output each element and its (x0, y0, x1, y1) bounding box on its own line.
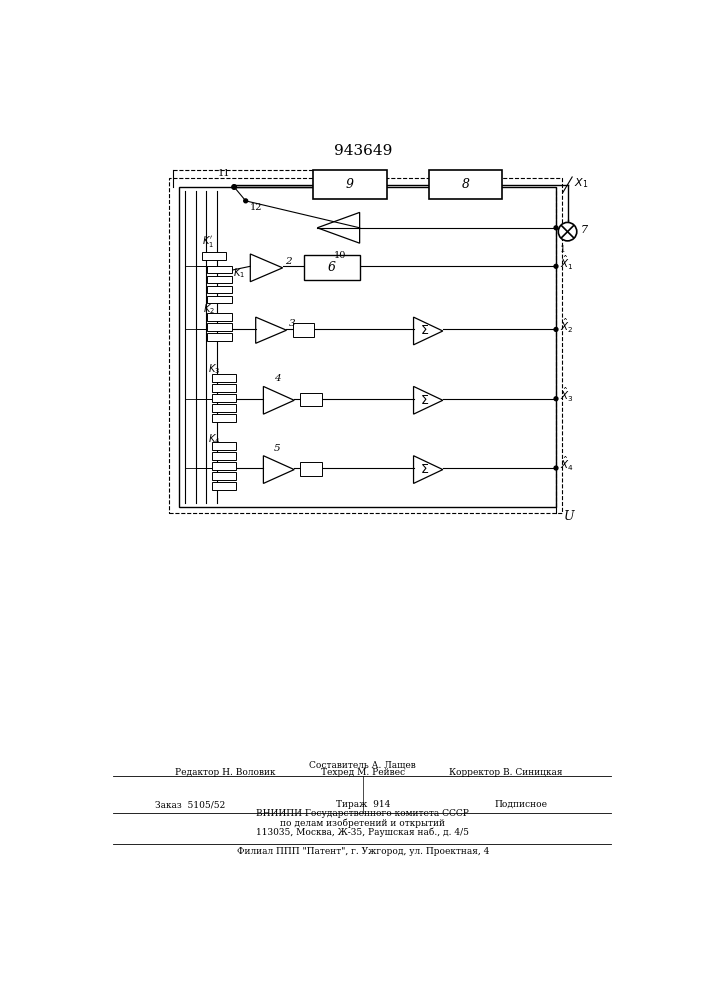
Text: $\Sigma$: $\Sigma$ (420, 394, 429, 407)
Text: по делам изобретений и открытий: по делам изобретений и открытий (280, 818, 445, 828)
Text: 5: 5 (274, 444, 281, 453)
Bar (212, 452, 236, 460)
Bar (207, 276, 232, 283)
Circle shape (554, 264, 558, 268)
Text: ВНИИПИ Государственного комитета СССР: ВНИИПИ Государственного комитета СССР (256, 809, 469, 818)
Text: 3: 3 (288, 319, 296, 328)
Text: 943649: 943649 (334, 144, 392, 158)
Text: 2: 2 (285, 257, 291, 266)
Text: 1: 1 (560, 245, 566, 254)
Circle shape (554, 466, 558, 470)
Text: $\hat{X}_4$: $\hat{X}_4$ (560, 455, 573, 473)
Bar (212, 482, 236, 490)
Bar (304, 255, 360, 280)
Bar (207, 333, 232, 341)
Text: 7: 7 (580, 225, 588, 235)
Text: Техред М. Рейвес: Техред М. Рейвес (321, 768, 405, 777)
Text: 12: 12 (250, 203, 262, 212)
Bar (429, 170, 502, 199)
Text: Тираж  914: Тираж 914 (336, 800, 390, 809)
Text: $\hat{X}_3$: $\hat{X}_3$ (560, 386, 573, 404)
Bar (170, 178, 562, 513)
Bar (300, 393, 322, 406)
Bar (212, 394, 236, 402)
Text: $K_1'$: $K_1'$ (201, 234, 214, 249)
Text: Редактор Н. Воловик: Редактор Н. Воловик (175, 768, 276, 777)
Text: $K_4$: $K_4$ (208, 433, 221, 446)
Text: 8: 8 (462, 178, 469, 191)
Text: 9: 9 (346, 178, 354, 191)
Text: 4: 4 (274, 374, 281, 383)
Text: Подписное: Подписное (495, 800, 548, 809)
Text: Корректор В. Синицкая: Корректор В. Синицкая (449, 768, 563, 777)
Circle shape (244, 199, 247, 203)
Text: 11: 11 (218, 169, 230, 178)
Bar (212, 384, 236, 392)
Text: 113035, Москва, Ж-35, Раушская наб., д. 4/5: 113035, Москва, Ж-35, Раушская наб., д. … (256, 828, 469, 837)
Text: $K_3$: $K_3$ (208, 362, 220, 376)
Text: Составитель А. Лащев: Составитель А. Лащев (310, 761, 416, 770)
Text: $\Sigma$: $\Sigma$ (420, 463, 429, 476)
Bar (293, 323, 314, 337)
Text: 10: 10 (334, 251, 346, 260)
Text: $\hat{X}_2$: $\hat{X}_2$ (560, 317, 573, 335)
Circle shape (554, 328, 558, 331)
Bar (212, 442, 236, 450)
Text: U: U (563, 510, 574, 523)
Bar (207, 313, 232, 321)
Circle shape (554, 397, 558, 401)
Bar (201, 252, 226, 260)
Circle shape (554, 226, 558, 230)
Bar (212, 374, 236, 382)
Text: $X_1$: $X_1$ (573, 176, 588, 190)
Bar (313, 170, 387, 199)
Bar (207, 296, 232, 303)
Bar (207, 286, 232, 293)
Bar (212, 472, 236, 480)
Circle shape (232, 185, 236, 189)
Text: $\Sigma$: $\Sigma$ (420, 324, 429, 337)
Text: $\hat{X}_1$: $\hat{X}_1$ (560, 253, 573, 272)
Text: $K_2$: $K_2$ (204, 302, 215, 316)
Text: 6: 6 (328, 261, 336, 274)
Bar (212, 404, 236, 412)
Bar (212, 462, 236, 470)
Text: Филиал ППП "Патент", г. Ужгород, ул. Проектная, 4: Филиал ППП "Патент", г. Ужгород, ул. Про… (237, 847, 489, 856)
Bar (212, 414, 236, 422)
Bar (300, 462, 322, 476)
Text: $K_1$: $K_1$ (233, 266, 245, 280)
Bar (179, 187, 556, 507)
Circle shape (559, 222, 577, 241)
Text: Заказ  5105/52: Заказ 5105/52 (155, 800, 226, 809)
Bar (207, 323, 232, 331)
Bar (207, 266, 232, 273)
